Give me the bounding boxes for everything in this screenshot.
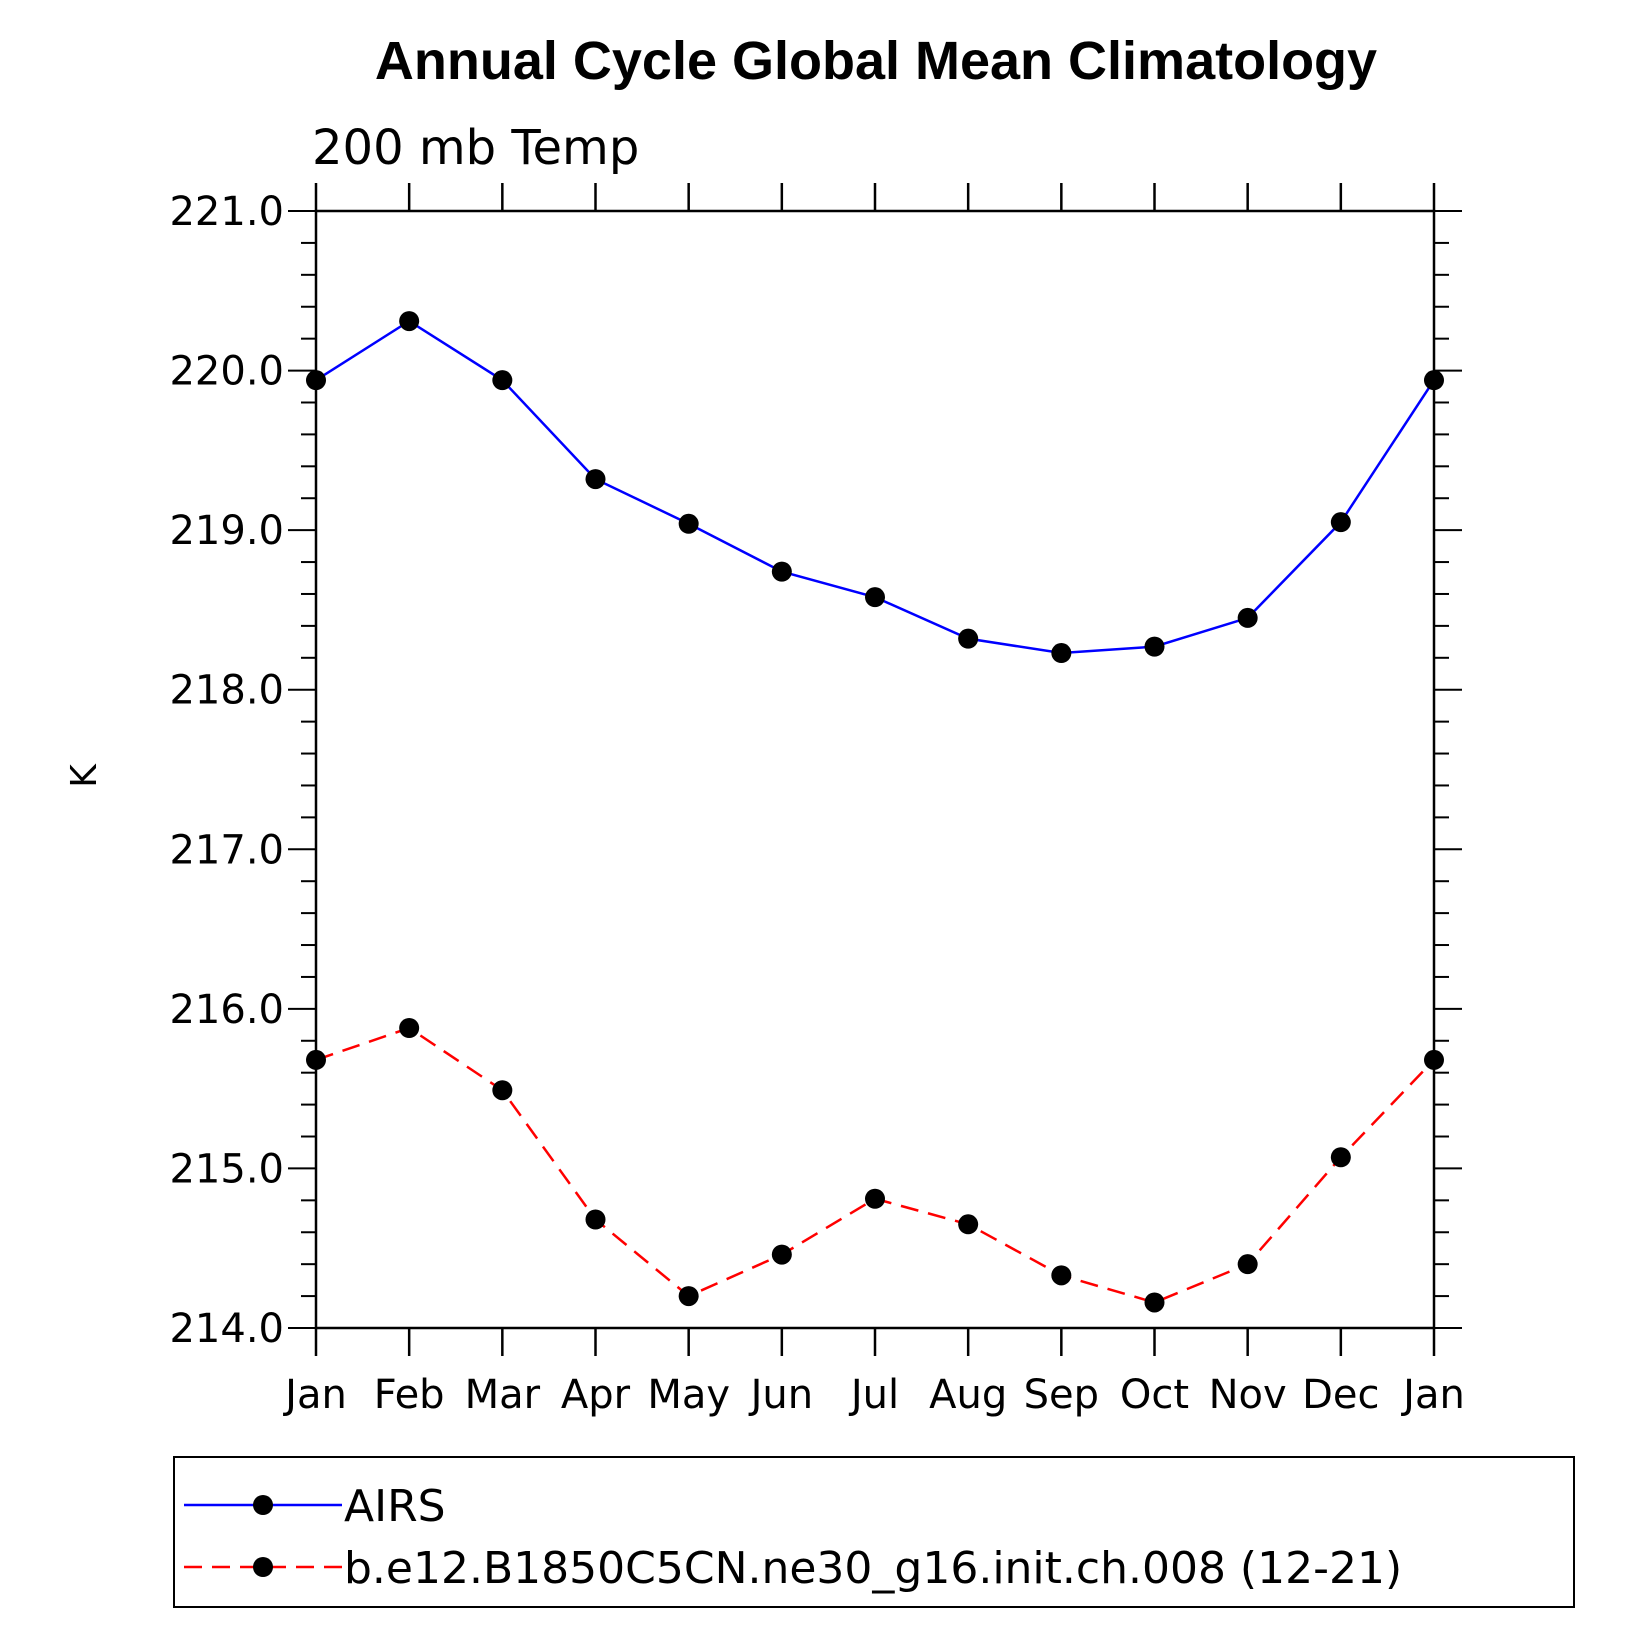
- y-tick-label: 219.0: [169, 508, 284, 554]
- data-point: [492, 370, 513, 391]
- data-point: [1144, 1292, 1165, 1313]
- x-tick-label: Mar: [465, 1372, 541, 1418]
- data-point: [1330, 1147, 1351, 1168]
- y-tick-label: 218.0: [169, 668, 284, 714]
- x-tick-label: Jan: [282, 1372, 347, 1418]
- data-point: [1051, 1265, 1072, 1286]
- data-point: [865, 1188, 885, 1209]
- legend-label: b.e12.B1850C5CN.ne30_g16.init.ch.008 (12…: [344, 1543, 1402, 1594]
- data-point: [678, 1286, 699, 1307]
- data-point: [1330, 512, 1351, 533]
- plot-frame: [314, 209, 1436, 1330]
- x-tick-label: Dec: [1302, 1372, 1379, 1418]
- data-point: [1237, 607, 1258, 628]
- data-point: [399, 311, 420, 332]
- legend-entries: AIRS b.e12.B1850C5CN.ne30_g16.init.ch.008…: [184, 1481, 1402, 1594]
- data-point: [678, 513, 699, 534]
- data-point: [958, 628, 979, 649]
- chart-title: Annual Cycle Global Mean Climatology: [375, 31, 1377, 91]
- plot-border: [314, 209, 1436, 1330]
- data-point: [1237, 1254, 1258, 1275]
- x-tick-label: Apr: [561, 1372, 631, 1418]
- legend-entry-2: b.e12.B1850C5CN.ne30_g16.init.ch.008 (12…: [184, 1543, 1402, 1594]
- x-tick-label: Feb: [374, 1372, 445, 1418]
- data-point: [1424, 1049, 1444, 1070]
- x-tick-label: Jan: [1400, 1372, 1465, 1418]
- data-point: [399, 1018, 420, 1039]
- y-axis-label: K: [64, 763, 105, 788]
- y-tick-label: 221.0: [169, 189, 284, 235]
- x-tick-label: Sep: [1024, 1372, 1099, 1418]
- y-tick-label: 216.0: [169, 987, 284, 1033]
- series-2: [306, 1018, 1444, 1313]
- legend-entry-1: AIRS: [184, 1481, 446, 1532]
- data-point: [492, 1080, 513, 1101]
- y-tick-label: 215.0: [169, 1146, 284, 1192]
- series-layer: [306, 311, 1444, 1313]
- legend: AIRS b.e12.B1850C5CN.ne30_g16.init.ch.008…: [173, 1456, 1575, 1608]
- y-tick-labels: 214.0 215.0 216.0 217.0 218.0 219.0 220.0 221.0: [169, 189, 284, 1352]
- data-point: [1144, 636, 1165, 657]
- chart-subtitle: 200 mb Temp: [312, 120, 639, 176]
- data-point: [1051, 643, 1072, 664]
- legend-box: [173, 1456, 1575, 1608]
- x-tick-label: Oct: [1120, 1372, 1189, 1418]
- series-line: [315, 1026, 1435, 1304]
- data-point: [771, 561, 792, 582]
- x-tick-label: Jun: [748, 1372, 814, 1418]
- series-1: [306, 311, 1444, 664]
- x-tick-label: Nov: [1209, 1372, 1287, 1418]
- data-point: [958, 1214, 979, 1235]
- data-point: [771, 1244, 792, 1265]
- legend-label: AIRS: [344, 1481, 446, 1532]
- x-tick-label: Aug: [929, 1372, 1007, 1418]
- legend-marker: [253, 1557, 273, 1577]
- data-point: [585, 469, 606, 490]
- x-tick-label: Jul: [848, 1372, 899, 1418]
- data-point: [585, 1209, 606, 1230]
- data-point: [306, 1049, 326, 1070]
- legend-marker: [253, 1495, 273, 1515]
- x-tick-label: May: [647, 1372, 730, 1418]
- x-tick-labels: Jan Feb Mar Apr May Jun Jul Aug Sep Oct Nov Dec Jan: [282, 1372, 1465, 1418]
- data-point: [865, 587, 885, 608]
- data-point: [306, 370, 326, 391]
- y-tick-label: 214.0: [169, 1306, 284, 1352]
- data-point: [1424, 370, 1444, 391]
- axis-ticks: [288, 183, 1462, 1356]
- y-tick-label: 220.0: [169, 349, 284, 395]
- y-tick-label: 217.0: [169, 827, 284, 873]
